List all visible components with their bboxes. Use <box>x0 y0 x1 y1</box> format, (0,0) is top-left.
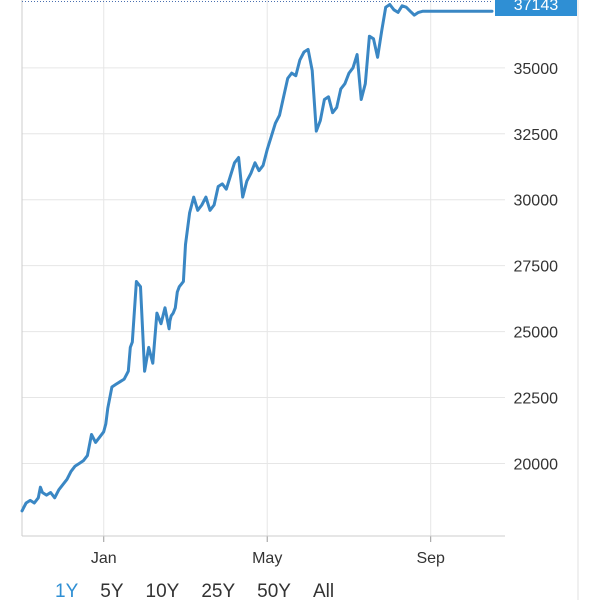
axes <box>21 0 579 600</box>
y-tick-label: 32500 <box>514 127 559 144</box>
y-tick-label: 30000 <box>514 193 559 210</box>
y-tick-label: 22500 <box>514 391 559 408</box>
grid-lines <box>22 0 505 536</box>
series-line <box>20 3 494 513</box>
x-tick-label: Jan <box>91 550 117 567</box>
y-tick-labels: 20000 22500 25000 27500 30000 32500 35000 <box>514 61 559 474</box>
y-tick-label: 20000 <box>514 456 559 473</box>
last-value-badge: 37143 <box>495 0 577 16</box>
x-tick-label: Sep <box>416 550 445 567</box>
range-button-1y[interactable]: 1Y <box>55 581 79 602</box>
last-value-label: 37143 <box>514 0 559 14</box>
range-button-25y[interactable]: 25Y <box>201 581 236 602</box>
range-button-5y[interactable]: 5Y <box>100 581 124 602</box>
y-tick-label: 27500 <box>514 259 559 276</box>
range-button-all[interactable]: All <box>312 581 335 602</box>
y-tick-label: 35000 <box>514 61 559 78</box>
series-layer <box>20 3 494 513</box>
range-button-50y[interactable]: 50Y <box>257 581 291 602</box>
y-tick-label: 25000 <box>514 325 559 342</box>
x-tick-labels: Jan May Sep <box>91 550 445 567</box>
x-tick-label: May <box>252 550 282 567</box>
range-button-10y[interactable]: 10Y <box>145 581 180 602</box>
time-range-selector: 1Y 5Y 10Y 25Y 50Y All <box>55 580 356 604</box>
last-value-badge-bg <box>495 0 577 16</box>
